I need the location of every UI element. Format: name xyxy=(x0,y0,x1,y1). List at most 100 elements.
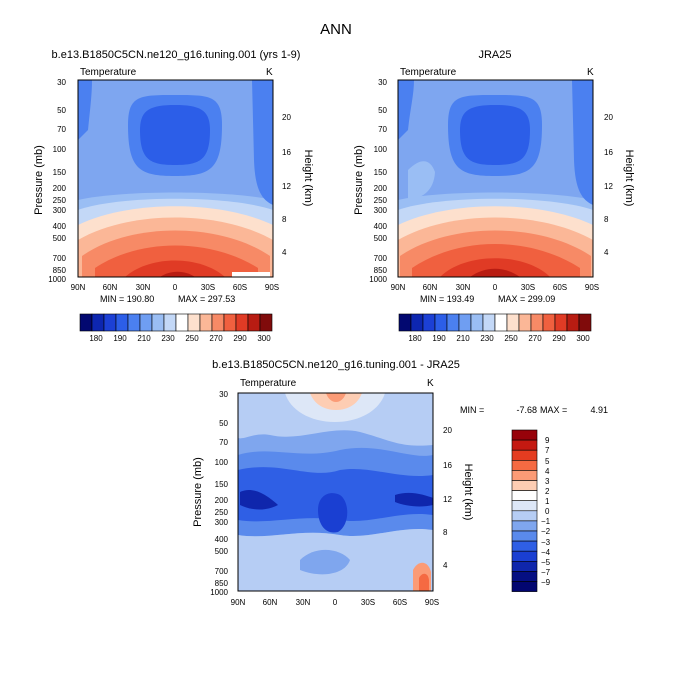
colorbar-swatch xyxy=(566,313,580,332)
svg-text:210: 210 xyxy=(456,334,470,343)
svg-text:60N: 60N xyxy=(263,598,278,607)
colorbar-swatch xyxy=(91,313,105,332)
svg-text:60S: 60S xyxy=(393,598,407,607)
x-axis-model: 90N 60N 30N 0 30S 60S 90S xyxy=(71,283,279,292)
svg-text:250: 250 xyxy=(215,508,229,517)
svg-text:290: 290 xyxy=(552,334,566,343)
colorbar-swatch xyxy=(511,429,538,441)
colorbar-swatch xyxy=(482,313,496,332)
svg-text:150: 150 xyxy=(374,168,388,177)
colorbar-model xyxy=(79,313,273,332)
svg-text:30S: 30S xyxy=(361,598,375,607)
svg-text:180: 180 xyxy=(89,334,103,343)
svg-text:90S: 90S xyxy=(425,598,439,607)
svg-text:400: 400 xyxy=(53,222,67,231)
units-label-reanalysis: K xyxy=(587,67,594,78)
svg-text:290: 290 xyxy=(233,334,247,343)
svg-text:30S: 30S xyxy=(521,283,535,292)
colorbar-swatch xyxy=(511,520,538,532)
svg-text:400: 400 xyxy=(215,535,229,544)
svg-text:90S: 90S xyxy=(265,283,279,292)
colorbar-reanalysis xyxy=(398,313,592,332)
svg-text:700: 700 xyxy=(215,567,229,576)
svg-text:180: 180 xyxy=(408,334,422,343)
colorbar-swatch xyxy=(511,480,538,491)
colorbar-swatch xyxy=(511,571,538,582)
svg-text:190: 190 xyxy=(113,334,127,343)
svg-text:300: 300 xyxy=(374,206,388,215)
min-label-model: MIN = 190.80 xyxy=(100,294,154,304)
panel-title-reanalysis: JRA25 xyxy=(478,49,511,61)
colorbar-swatch xyxy=(446,313,460,332)
svg-text:500: 500 xyxy=(215,547,229,556)
svg-text:60S: 60S xyxy=(233,283,247,292)
svg-text:100: 100 xyxy=(374,145,388,154)
svg-text:20: 20 xyxy=(443,426,452,435)
svg-text:90N: 90N xyxy=(71,283,86,292)
colorbar-swatch xyxy=(103,313,117,332)
svg-text:300: 300 xyxy=(215,518,229,527)
units-label-model: K xyxy=(266,67,273,78)
svg-text:−9: −9 xyxy=(541,578,551,587)
colorbar-swatch xyxy=(542,313,556,332)
svg-text:0: 0 xyxy=(333,598,338,607)
svg-text:250: 250 xyxy=(185,334,199,343)
colorbar-swatch xyxy=(79,313,93,332)
colorbar-swatch xyxy=(398,313,412,332)
panel-title-model: b.e13.B1850C5CN.ne120_g16.tuning.001 (yr… xyxy=(52,49,301,61)
colorbar-swatch xyxy=(139,313,153,332)
svg-text:50: 50 xyxy=(378,106,387,115)
colorbar-swatch xyxy=(511,470,538,481)
height-label-model: Height (km) xyxy=(302,150,314,207)
min-label-reanalysis: MIN = 193.49 xyxy=(420,294,474,304)
svg-text:70: 70 xyxy=(378,125,387,134)
svg-text:300: 300 xyxy=(53,206,67,215)
svg-text:70: 70 xyxy=(57,125,66,134)
contour-field-reanalysis xyxy=(397,79,594,278)
svg-text:270: 270 xyxy=(209,334,223,343)
colorbar-swatch xyxy=(458,313,472,332)
colorbar-swatch xyxy=(530,313,544,332)
svg-text:150: 150 xyxy=(215,480,229,489)
svg-text:30: 30 xyxy=(378,78,387,87)
colorbar-swatch xyxy=(518,313,532,332)
svg-text:30N: 30N xyxy=(456,283,471,292)
svg-text:0: 0 xyxy=(545,507,550,516)
colorbar-swatch xyxy=(259,313,273,332)
svg-text:200: 200 xyxy=(215,496,229,505)
svg-text:30N: 30N xyxy=(136,283,151,292)
svg-text:−4: −4 xyxy=(541,548,551,557)
colorbar-swatch xyxy=(127,313,141,332)
max-label-reanalysis: MAX = 299.09 xyxy=(498,294,555,304)
min-label-difference: MIN = xyxy=(460,405,484,415)
svg-text:700: 700 xyxy=(374,254,388,263)
colorbar-swatch xyxy=(511,439,538,451)
x-axis-difference: 90N 60N 30N 0 30S 60S 90S xyxy=(231,598,439,607)
svg-text:3: 3 xyxy=(545,477,550,486)
colorbar-swatch xyxy=(115,313,129,332)
colorbar-swatch xyxy=(434,313,448,332)
svg-text:30N: 30N xyxy=(296,598,311,607)
svg-text:1: 1 xyxy=(545,497,550,506)
svg-text:250: 250 xyxy=(504,334,518,343)
svg-text:1000: 1000 xyxy=(48,275,66,284)
panel-model: b.e13.B1850C5CN.ne120_g16.tuning.001 (yr… xyxy=(33,49,314,343)
colorbar-swatch xyxy=(470,313,484,332)
svg-text:7: 7 xyxy=(545,446,550,455)
svg-text:850: 850 xyxy=(53,266,67,275)
svg-text:90N: 90N xyxy=(391,283,406,292)
svg-text:4: 4 xyxy=(545,467,550,476)
height-label-reanalysis: Height (km) xyxy=(623,150,635,207)
svg-text:0: 0 xyxy=(493,283,498,292)
min-value-difference: -7.68 xyxy=(516,405,537,415)
svg-text:90N: 90N xyxy=(231,598,246,607)
svg-text:16: 16 xyxy=(443,461,452,470)
contour-field-model xyxy=(77,79,274,278)
svg-text:850: 850 xyxy=(215,579,229,588)
svg-text:9: 9 xyxy=(545,436,550,445)
svg-text:12: 12 xyxy=(282,182,291,191)
colorbar-labels-difference: 9 7 5 4 3 2 1 0 −1 −2 −3 −4 −5 −7 −9 xyxy=(541,436,551,587)
colorbar-swatch xyxy=(511,510,538,522)
y-label-model: Pressure (mb) xyxy=(33,145,45,215)
